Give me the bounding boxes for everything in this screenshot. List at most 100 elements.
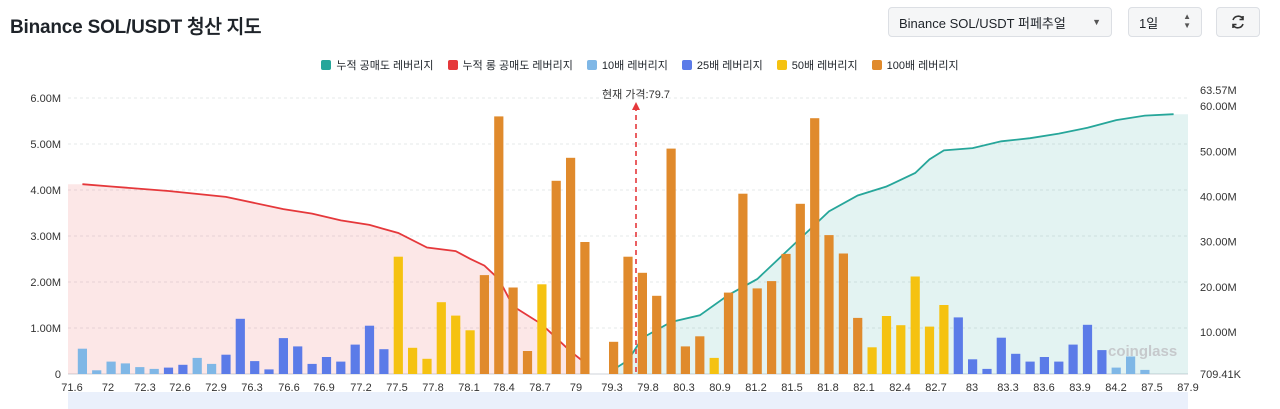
bar-lev25 [1082, 324, 1093, 374]
legend-item-lev25[interactable]: 25배 레버리지 [681, 57, 763, 73]
legend-item-short-cumulative[interactable]: 누적 공매도 레버리지 [321, 57, 434, 73]
x-axis-tick: 79.3 [601, 382, 622, 392]
bar-lev10 [92, 370, 102, 374]
right-axis-tick: 60.00M [1200, 101, 1237, 113]
x-axis-tick: 81.8 [817, 382, 838, 392]
left-axis-tick: 2.00M [30, 277, 61, 289]
bar-lev25 [1039, 357, 1049, 374]
bar-lev100 [767, 281, 777, 374]
bar-lev25 [178, 364, 188, 374]
x-axis-tick: 77.5 [386, 382, 407, 392]
bar-lev25 [350, 344, 360, 374]
bar-lev25 [293, 346, 303, 374]
right-axis-tick: 20.00M [1200, 282, 1237, 294]
x-axis-tick: 81.2 [745, 382, 766, 392]
x-axis-tick: 72.3 [134, 382, 155, 392]
current-price-label: 현재 가격:79.7 [602, 88, 670, 101]
left-axis-tick: 3.00M [30, 231, 61, 243]
legend-label: 10배 레버리지 [601, 60, 668, 72]
legend-item-lev100[interactable]: 100배 레버리지 [871, 57, 959, 73]
left-axis-tick: 5.00M [30, 139, 61, 151]
bar-lev100 [781, 253, 791, 374]
bar-lev10 [1140, 369, 1150, 374]
bar-lev50 [896, 325, 906, 374]
bar-lev100 [695, 336, 705, 374]
bar-lev100 [824, 235, 834, 374]
refresh-button[interactable] [1216, 7, 1260, 37]
legend-item-lev50[interactable]: 50배 레버리지 [776, 57, 858, 73]
range-select-value: 1일 [1139, 15, 1159, 31]
x-axis-tick: 83.9 [1069, 382, 1090, 392]
legend-item-lev10[interactable]: 10배 레버리지 [586, 57, 668, 73]
pair-select[interactable]: Binance SOL/USDT 퍼페추얼 ▼ [888, 7, 1112, 37]
right-axis-tick: 30.00M [1200, 237, 1237, 249]
bar-lev10 [207, 363, 217, 374]
bar-lev50 [436, 302, 446, 374]
chevron-down-icon: ▼ [1092, 17, 1101, 27]
bar-lev25 [364, 325, 375, 374]
bar-lev25 [250, 361, 260, 374]
x-axis-tick: 80.3 [673, 382, 694, 392]
bar-lev25 [307, 363, 317, 374]
bar-lev25 [1025, 361, 1035, 374]
bar-lev50 [867, 347, 877, 374]
right-axis-tick: 50.00M [1200, 146, 1237, 158]
bar-lev100 [609, 341, 619, 374]
bar-lev10 [77, 348, 87, 374]
range-select[interactable]: 1일 ▲ ▼ [1128, 7, 1202, 37]
liquidation-chart[interactable]: 0 1.00M 2.00M 3.00M 4.00M 5.00M 6.00M 709.41K 10… [0, 0, 1280, 392]
bar-lev25 [379, 349, 389, 374]
legend-swatch [871, 60, 882, 70]
bar-lev100 [637, 272, 647, 374]
right-axis-tick: 709.41K [1200, 369, 1242, 381]
current-price-arrow [632, 102, 640, 110]
up-down-chevron-icon: ▲ ▼ [1183, 12, 1191, 30]
bar-lev100 [810, 118, 820, 374]
bar-lev25 [1097, 350, 1107, 374]
x-axis-tick: 83.6 [1033, 382, 1054, 392]
chart-range-scrollbar[interactable] [68, 392, 1188, 409]
x-axis-tick: 71.6 [61, 382, 82, 392]
legend-item-long-cumulative[interactable]: 누적 롱 공매도 레버리지 [447, 57, 573, 73]
bar-lev50 [709, 357, 719, 374]
bar-lev100 [566, 157, 576, 374]
bar-lev25 [982, 368, 992, 374]
bar-lev10 [120, 363, 130, 374]
bar-lev25 [1054, 361, 1064, 374]
pair-select-value: Binance SOL/USDT 퍼페추얼 [899, 15, 1066, 31]
bar-lev50 [422, 358, 432, 374]
bar-lev100 [494, 116, 504, 375]
bar-lev50 [910, 276, 920, 374]
bar-lev25 [1068, 344, 1078, 374]
x-axis-tick: 83.3 [997, 382, 1018, 392]
left-axis-tick: 6.00M [30, 93, 61, 105]
legend-swatch [321, 60, 332, 70]
bar-lev10 [192, 357, 202, 374]
bar-lev25 [336, 361, 346, 374]
bar-lev25 [1011, 353, 1021, 374]
legend-swatch [586, 60, 597, 70]
bar-lev10 [1111, 367, 1121, 374]
bar-lev50 [537, 284, 547, 374]
bar-lev100 [752, 288, 762, 374]
right-axis-tick: 40.00M [1200, 191, 1237, 203]
x-axis-tick: 84.2 [1105, 382, 1126, 392]
bar-lev100 [652, 295, 662, 374]
x-axis-tick: 79.8 [637, 382, 658, 392]
x-axis-tick: 80.9 [709, 382, 730, 392]
bar-lev100 [723, 292, 734, 374]
bar-lev50 [465, 330, 475, 374]
legend-swatch [776, 60, 787, 70]
bar-lev25 [321, 357, 332, 374]
bar-lev50 [408, 347, 418, 374]
legend-label: 누적 공매도 레버리지 [336, 60, 434, 72]
bar-lev50 [393, 256, 403, 374]
bar-lev100 [551, 180, 561, 374]
bar-lev25 [221, 354, 231, 374]
long-cumulative-line [82, 183, 589, 366]
bar-lev50 [939, 305, 949, 374]
bar-lev10 [1126, 356, 1136, 374]
x-axis-tick: 82.1 [853, 382, 874, 392]
left-axis-tick: 4.00M [30, 185, 61, 197]
x-axis-tick: 87.5 [1141, 382, 1162, 392]
